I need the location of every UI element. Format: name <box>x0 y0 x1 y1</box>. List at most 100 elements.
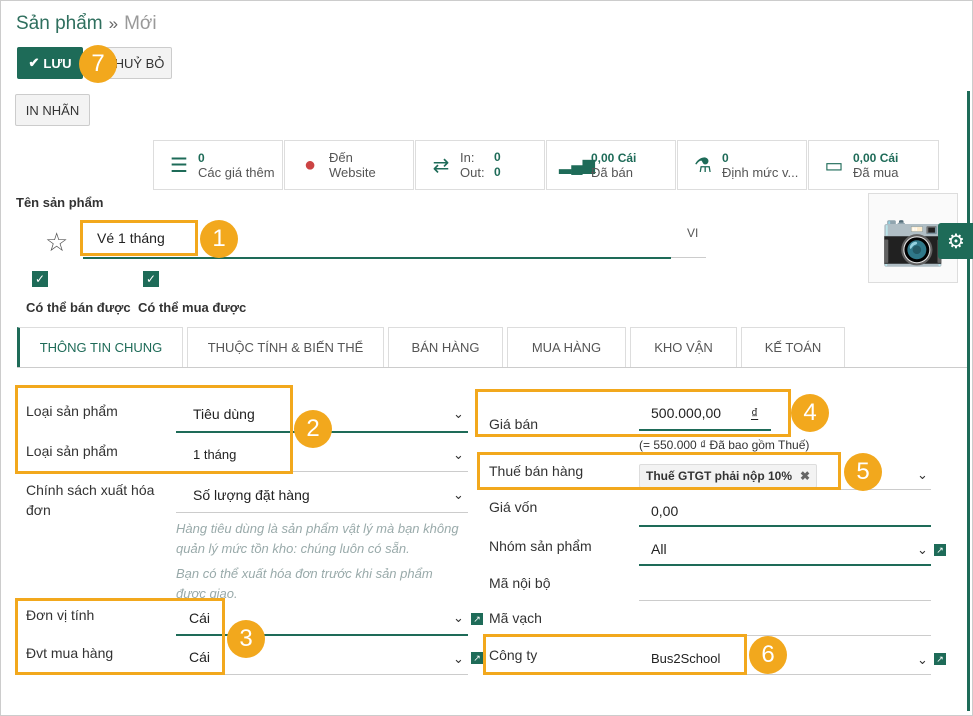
external-link-icon[interactable]: ↗ <box>934 544 946 556</box>
internal-reference-label: Mã nội bộ <box>489 575 551 591</box>
lang-underline <box>671 257 706 258</box>
save-button[interactable]: ✔ LƯU <box>17 47 83 79</box>
callout-badge-7: 7 <box>79 45 117 83</box>
smart-button-extra-prices[interactable]: ☰ 0 Các giá thêm <box>153 140 283 190</box>
chevron-down-icon: ⌄ <box>453 610 464 625</box>
sale-price-underline <box>639 429 771 431</box>
tab-attributes-variants[interactable]: THUỘC TÍNH & BIẾN THỂ <box>187 327 384 367</box>
company-underline <box>639 674 931 675</box>
product-type-label: Loại sản phẩm <box>26 403 118 419</box>
callout-badge-4: 4 <box>791 394 829 432</box>
chevron-down-icon: ⌄ <box>917 467 928 482</box>
smart-button-website[interactable]: ● Đến Website <box>284 140 414 190</box>
list-icon: ☰ <box>170 154 188 177</box>
in-label: In: <box>460 150 475 165</box>
tab-accounting[interactable]: KẾ TOÁN <box>741 327 845 367</box>
external-link-icon[interactable]: ↗ <box>934 653 946 665</box>
chevron-down-icon: ⌄ <box>453 487 464 502</box>
external-link-icon[interactable]: ↗ <box>471 613 483 625</box>
product-name-label: Tên sản phẩm <box>16 195 104 210</box>
card-icon: ▭ <box>824 154 844 177</box>
internal-reference-input[interactable] <box>639 600 931 601</box>
po-uom-label: Đvt mua hàng <box>26 645 114 661</box>
check-icon: ✔ <box>28 55 40 70</box>
extra-prices-label: Các giá thêm <box>198 164 275 180</box>
chevron-down-icon: ⌄ <box>453 406 464 421</box>
cost-underline <box>639 525 931 527</box>
barcode-label: Mã vạch <box>489 610 542 626</box>
star-icon[interactable]: ☆ <box>45 227 69 257</box>
callout-box-1 <box>80 220 198 256</box>
smart-button-in-out[interactable]: ⇄ In: 0 Out: 0 <box>415 140 545 190</box>
product-name-input[interactable]: Vé 1 tháng <box>97 230 165 246</box>
website-prefix: Đến <box>329 150 353 165</box>
can-buy-label: Có thể mua được <box>138 300 247 315</box>
tax-tag: Thuế GTGT phải nộp 10% ✖ <box>639 464 818 488</box>
breadcrumb-products[interactable]: Sản phẩm <box>16 13 103 34</box>
company-select[interactable]: Bus2School <box>651 651 721 666</box>
sale-tax-label: Thuế bán hàng <box>489 463 584 479</box>
product-type-help: Hàng tiêu dùng là sản phẩm vật lý mà bạn… <box>176 521 459 556</box>
out-label: Out: <box>460 165 485 180</box>
can-sell-checkbox[interactable]: ✓ <box>32 271 48 287</box>
tab-sales[interactable]: BÁN HÀNG <box>388 327 503 367</box>
product-type2-select[interactable]: 1 tháng <box>193 447 237 462</box>
po-uom-select[interactable]: Cái <box>189 649 211 665</box>
close-icon[interactable]: ✖ <box>800 469 811 483</box>
callout-badge-3: 3 <box>227 620 265 658</box>
smart-button-purchased[interactable]: ▭ 0,00 Cái Đã mua <box>808 140 939 190</box>
product-type-select[interactable]: Tiêu dùng <box>193 406 255 422</box>
cost-input[interactable]: 0,00 <box>651 503 679 519</box>
product-category-underline <box>639 564 931 566</box>
sold-label: Đã bán <box>591 164 633 180</box>
currency-symbol: ₫ <box>751 405 759 421</box>
barcode-input[interactable] <box>639 635 931 636</box>
po-uom-underline <box>176 674 468 675</box>
tab-purchase[interactable]: MUA HÀNG <box>507 327 626 367</box>
breadcrumb-new: Mới <box>124 13 157 34</box>
can-sell-label: Có thể bán được <box>26 300 131 315</box>
smart-button-sold[interactable]: ▂▄▆ 0,00 Cái Đã bán <box>546 140 676 190</box>
signal-icon: ▂▄▆ <box>559 157 595 174</box>
product-category-label: Nhóm sản phẩm <box>489 538 592 554</box>
scrollbar[interactable] <box>967 91 970 711</box>
callout-badge-5: 5 <box>844 453 882 491</box>
exchange-icon: ⇄ <box>432 154 450 177</box>
callout-box-5 <box>477 452 841 490</box>
tab-inventory[interactable]: KHO VẬN <box>630 327 737 367</box>
invoice-policy-select[interactable]: Số lượng đặt hàng <box>193 487 310 503</box>
callout-box-2 <box>15 385 293 474</box>
external-link-icon[interactable]: ↗ <box>471 652 483 664</box>
print-label-button[interactable]: IN NHÃN <box>15 94 90 126</box>
uom-select[interactable]: Cái <box>189 610 211 626</box>
save-label: LƯU <box>43 55 72 71</box>
cost-label: Giá vốn <box>489 499 538 515</box>
sale-price-input[interactable]: 500.000,00 <box>651 405 722 421</box>
purchased-label: Đã mua <box>853 164 899 180</box>
tabs-divider <box>17 367 967 368</box>
product-type2-label: Loại sản phẩm <box>26 443 118 459</box>
tab-general-information[interactable]: THÔNG TIN CHUNG <box>17 327 183 367</box>
smart-button-bom[interactable]: ⚗ 0 Định mức v... <box>677 140 807 190</box>
out-value: 0 <box>494 165 501 179</box>
website-label: Website <box>329 165 376 180</box>
purchased-value: 0,00 Cái <box>853 150 899 165</box>
sale-price-label: Giá bán <box>489 416 539 432</box>
product-category-select[interactable]: All <box>651 541 667 557</box>
callout-badge-6: 6 <box>749 636 787 674</box>
bom-label: Định mức v... <box>722 164 799 180</box>
invoice-policy-help: Bạn có thể xuất hóa đơn trước khi sản ph… <box>176 566 433 598</box>
price-incl-tax-note: (= 550.000 ₫ Đã bao gồm Thuế) <box>639 438 810 452</box>
callout-badge-2: 2 <box>294 410 332 448</box>
chevron-down-icon: ⌄ <box>917 542 928 557</box>
in-value: 0 <box>494 150 501 164</box>
uom-label: Đơn vị tính <box>26 607 95 623</box>
callout-box-3 <box>15 598 225 675</box>
camera-icon: 📷 <box>880 209 946 268</box>
cancel-label: HUỶ BỎ <box>114 55 165 71</box>
can-buy-checkbox[interactable]: ✓ <box>143 271 159 287</box>
chevron-down-icon: ⌄ <box>453 651 464 666</box>
language-button[interactable]: VI <box>687 226 699 240</box>
company-label: Công ty <box>489 647 538 663</box>
